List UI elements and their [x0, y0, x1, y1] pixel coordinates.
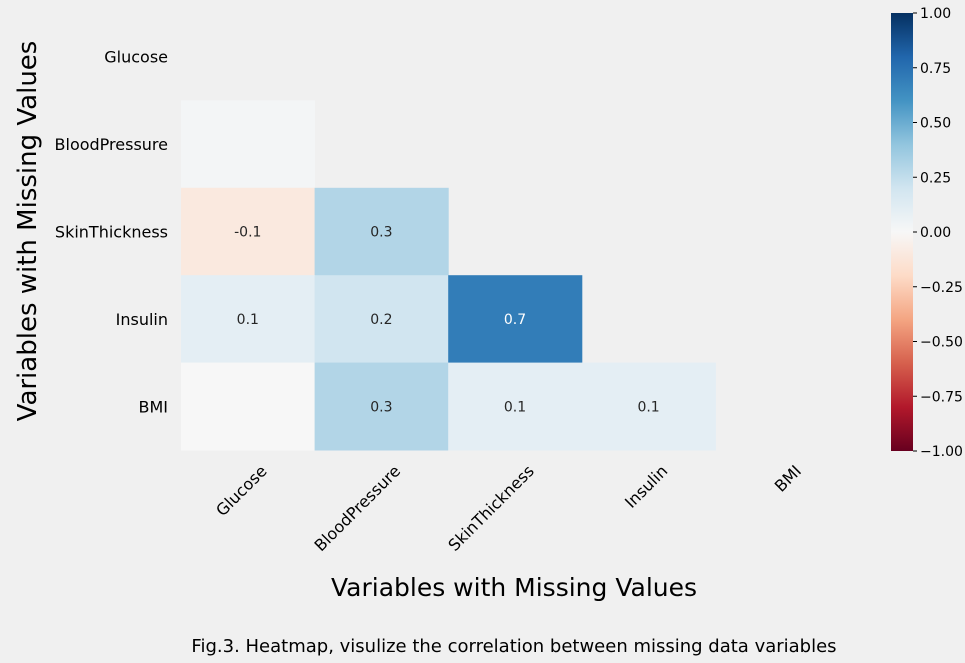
x-tick-labels: Glucose BloodPressure SkinThickness Insulin… [212, 461, 805, 555]
colorbar-tick-label: −0.50 [920, 335, 963, 351]
heatmap-cell [448, 362, 583, 451]
cell-value-label: -0.1 [234, 225, 261, 241]
x-tick-label: SkinThickness [444, 461, 537, 554]
y-tick-labels: Glucose BloodPressure SkinThickness Insulin… [55, 48, 168, 417]
colorbar-tick-label: −0.25 [920, 280, 963, 296]
colorbar-tick-label: 0.25 [920, 170, 951, 186]
y-tick-label: BloodPressure [55, 135, 168, 154]
x-axis-label: Variables with Missing Values [331, 573, 697, 602]
cell-value-label: 0.3 [370, 399, 392, 415]
heatmap-cell [314, 275, 449, 364]
heatmap-cell [181, 362, 316, 451]
heatmap-cell [314, 187, 449, 276]
colorbar-gradient [891, 13, 913, 451]
cell-value-label: 0.3 [370, 225, 392, 241]
x-tick-label: BMI [771, 461, 805, 495]
heatmap-cell [181, 187, 316, 276]
heatmap-cells: -0.1 0.3 0.1 0.2 0.7 0.3 0.1 0.1 [181, 100, 716, 451]
cell-value-label: 0.7 [504, 312, 526, 328]
colorbar-tick-label: 0.00 [920, 225, 951, 241]
cell-value-label: 0.1 [237, 312, 259, 328]
cell-value-label: 0.1 [637, 399, 659, 415]
x-tick-label: Glucose [212, 461, 271, 520]
heatmap-cell [181, 100, 316, 189]
y-axis-label: Variables with Missing Values [13, 41, 43, 422]
colorbar-tick-label: −1.00 [920, 444, 963, 460]
cell-value-label: 0.2 [370, 312, 392, 328]
y-tick-label: SkinThickness [55, 223, 168, 242]
heatmap-cell [314, 362, 449, 451]
colorbar-tick-label: −0.75 [920, 389, 963, 405]
cell-value-label: 0.1 [504, 399, 526, 415]
x-tick-label: BloodPressure [311, 461, 405, 555]
heatmap-cell [181, 275, 316, 364]
colorbar-tick-label: 0.75 [920, 61, 951, 77]
y-tick-label: BMI [139, 397, 169, 416]
heatmap-cell [581, 362, 716, 451]
figure-caption: Fig.3. Heatmap, visulize the correlation… [191, 636, 836, 657]
x-tick-label: Insulin [621, 461, 671, 511]
y-tick-label: Insulin [116, 310, 168, 329]
heatmap-cell [448, 275, 583, 364]
colorbar-tick-label: 0.50 [920, 116, 951, 132]
colorbar-tick-label: 1.00 [920, 6, 951, 22]
y-tick-label: Glucose [104, 48, 168, 67]
colorbar: 1.00 0.75 0.50 0.25 0.00 −0.25 −0.50 −0.75 −1.00 [891, 6, 963, 460]
